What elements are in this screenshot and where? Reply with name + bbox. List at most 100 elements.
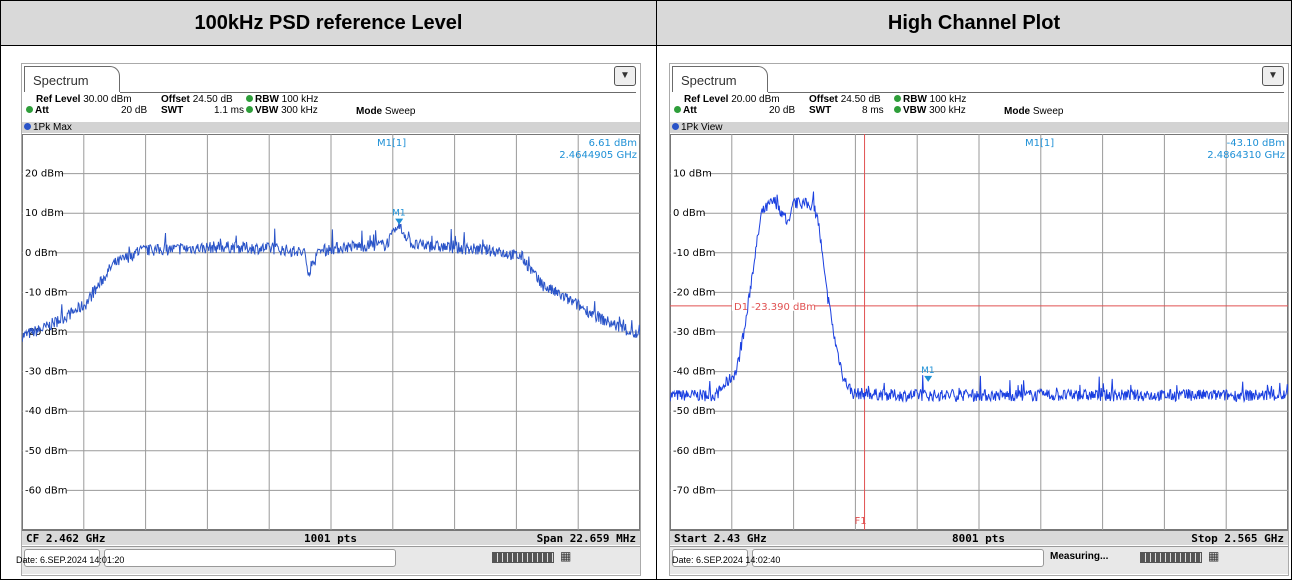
marker-readout-level: 6.61 dBm bbox=[589, 138, 637, 149]
ref-level-label: Ref Level bbox=[684, 94, 729, 105]
trace-dot-icon bbox=[672, 123, 679, 130]
marker-readout-frequency: 2.4644905 GHz bbox=[559, 150, 637, 161]
marker-readout-level: -43.10 dBm bbox=[1227, 138, 1285, 149]
vbw-value: 300 kHz bbox=[281, 105, 318, 116]
ref-level-label: Ref Level bbox=[36, 94, 81, 105]
analyzer-screen: Spectrum ▼ Ref Level 30.00 dBm Offset 24… bbox=[21, 63, 641, 576]
att-value: 20 dB bbox=[121, 105, 148, 116]
y-tick-label-bg bbox=[671, 207, 703, 219]
coupled-indicator-icon bbox=[894, 106, 901, 113]
frequency-line-label: F1 bbox=[855, 516, 867, 527]
y-tick-label: 10 dBm bbox=[25, 208, 64, 219]
trace-indicator: 1Pk View bbox=[670, 122, 1288, 133]
y-tick-label: -20 dBm bbox=[673, 287, 715, 298]
offset-value: 24.50 dB bbox=[840, 94, 881, 105]
panel-psd-reference: Spectrum ▼ Ref Level 30.00 dBm Offset 24… bbox=[1, 46, 656, 579]
y-tick-label: -40 dBm bbox=[25, 406, 67, 417]
y-tick-label: -70 dBm bbox=[673, 485, 715, 496]
marker-m1-label: M1 bbox=[921, 366, 935, 376]
y-tick-label: -10 dBm bbox=[25, 287, 67, 298]
point-count: 1001 pts bbox=[304, 532, 357, 545]
status-message-field[interactable] bbox=[104, 549, 396, 567]
vbw-label: VBW bbox=[255, 105, 279, 116]
rbw-label: RBW bbox=[903, 94, 927, 105]
sweep-progress-bar bbox=[1140, 552, 1202, 563]
rbw-value: 100 kHz bbox=[281, 94, 319, 105]
instrument-status-icon: ▦ bbox=[1208, 549, 1220, 563]
trace-dot-icon bbox=[24, 123, 31, 130]
y-tick-label-bg bbox=[671, 484, 715, 496]
ref-level-value: 30.00 dBm bbox=[83, 94, 132, 105]
y-tick-label: -20 dBm bbox=[25, 327, 67, 338]
sweep-progress-bar bbox=[492, 552, 554, 563]
marker-m1-label: M1 bbox=[392, 209, 406, 219]
y-tick-label: 10 dBm bbox=[673, 169, 712, 180]
center-frequency: CF 2.462 GHz bbox=[26, 532, 106, 545]
y-tick-label-bg bbox=[671, 246, 715, 258]
y-tick-label: -50 dBm bbox=[673, 406, 715, 417]
marker-m1-triangle bbox=[924, 375, 933, 382]
sweep-info-bar: Start 2.43 GHz 8001 pts Stop 2.565 GHz bbox=[670, 530, 1288, 545]
measuring-status: Measuring... bbox=[1050, 551, 1109, 562]
y-tick-label-bg bbox=[671, 405, 715, 417]
att-label: Att bbox=[35, 105, 49, 116]
coupled-indicator-icon bbox=[246, 95, 253, 102]
y-tick-label-bg bbox=[23, 326, 67, 337]
status-field[interactable] bbox=[24, 549, 100, 567]
point-count: 8001 pts bbox=[952, 532, 1005, 545]
y-tick-label-bg bbox=[23, 167, 61, 179]
start-frequency: Start 2.43 GHz bbox=[674, 532, 767, 545]
y-tick-label: -10 dBm bbox=[673, 248, 715, 259]
att-label: Att bbox=[683, 105, 697, 116]
offset-label: Offset bbox=[161, 94, 190, 105]
frequency-span: Span 22.659 MHz bbox=[536, 532, 636, 545]
trace-line bbox=[22, 221, 640, 343]
y-tick-label: -60 dBm bbox=[673, 446, 715, 457]
spectrum-chart: 10 dBm 0 dBm -10 dBm -20 dBm -30 dBm -40 dBm -… bbox=[670, 134, 1288, 530]
trace-label: 1Pk Max bbox=[33, 122, 72, 133]
panel-divider bbox=[656, 1, 657, 579]
marker-readout-label: M1[1] bbox=[1025, 138, 1054, 149]
y-tick-label: -40 dBm bbox=[673, 367, 715, 378]
spectrum-tab[interactable]: Spectrum bbox=[672, 66, 768, 92]
swt-label: SWT bbox=[809, 105, 832, 116]
y-tick-label: -50 dBm bbox=[25, 446, 67, 457]
y-tick-label-bg bbox=[671, 326, 715, 337]
mode-value: Sweep bbox=[1032, 106, 1064, 117]
stop-frequency: Stop 2.565 GHz bbox=[1191, 532, 1284, 545]
spectrum-chart: 20 dBm 10 dBm 0 dBm -10 dBm -20 dBm -30 dBm -4… bbox=[22, 134, 640, 530]
marker-readout-frequency: 2.4864310 GHz bbox=[1207, 150, 1285, 161]
y-tick-label-bg bbox=[23, 484, 67, 496]
swt-label: SWT bbox=[161, 105, 184, 116]
rbw-label: RBW bbox=[255, 94, 279, 105]
status-bar: ▦ bbox=[22, 546, 640, 574]
coupled-indicator-icon bbox=[674, 106, 681, 113]
status-bar: Measuring... ▦ bbox=[670, 546, 1288, 574]
offset-label: Offset bbox=[809, 94, 838, 105]
swt-value: 8 ms bbox=[862, 105, 884, 116]
swt-value: 1.1 ms bbox=[214, 105, 245, 116]
mode-value: Sweep bbox=[384, 106, 416, 117]
vbw-value: 300 kHz bbox=[929, 105, 966, 116]
y-tick-label-bg bbox=[671, 444, 715, 456]
marker-readout-label: M1[1] bbox=[377, 138, 406, 149]
coupled-indicator-icon bbox=[894, 95, 901, 102]
trace-label: 1Pk View bbox=[681, 122, 723, 133]
offset-value: 24.50 dB bbox=[192, 94, 233, 105]
ref-level-value: 20.00 dBm bbox=[731, 94, 780, 105]
status-message-field[interactable] bbox=[752, 549, 1044, 567]
spectrum-tab[interactable]: Spectrum bbox=[24, 66, 120, 92]
y-tick-label: -30 dBm bbox=[673, 327, 715, 338]
spectrum-menu-icon[interactable]: ▼ bbox=[614, 66, 636, 86]
capture-date: Date: 6.SEP.2024 14:01:20 bbox=[16, 555, 125, 565]
y-tick-label-bg bbox=[671, 167, 709, 179]
panel-title-left: 100kHz PSD reference Level bbox=[1, 1, 656, 46]
att-value: 20 dB bbox=[769, 105, 796, 116]
spectrum-menu-icon[interactable]: ▼ bbox=[1262, 66, 1284, 86]
display-line-label-bg bbox=[732, 299, 814, 311]
y-tick-label-bg bbox=[23, 286, 67, 298]
status-field[interactable] bbox=[672, 549, 748, 567]
mode-label: Mode bbox=[356, 106, 383, 117]
marker-m1-triangle bbox=[395, 218, 404, 225]
